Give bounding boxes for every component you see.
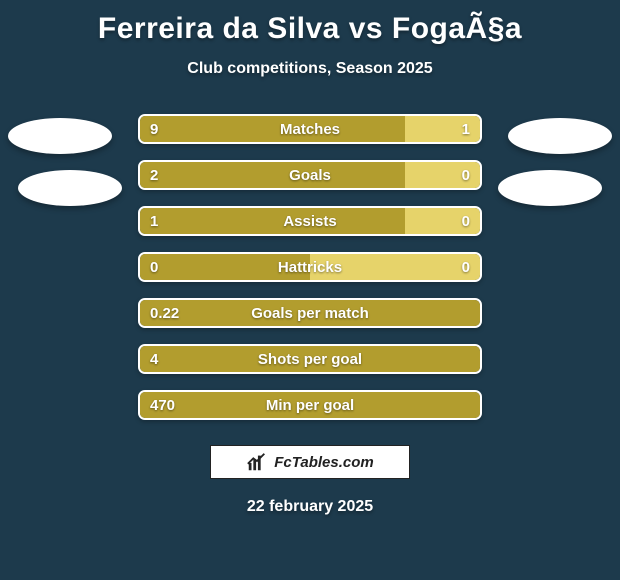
stat-row: Goals2 0 — [0, 160, 620, 190]
stat-left-value: 9 — [150, 116, 158, 142]
stat-bar: Shots per goal4 — [138, 344, 482, 374]
stat-label: Goals per match — [140, 300, 480, 326]
stat-label: Hattricks — [140, 254, 480, 280]
stat-right-value: 0 — [462, 254, 470, 280]
stat-left-value: 0.22 — [150, 300, 179, 326]
stat-right-value: 0 — [462, 162, 470, 188]
title: Ferreira da Silva vs FogaÃ§a — [0, 12, 620, 46]
stat-bar: Goals2 0 — [138, 160, 482, 190]
stat-left-value: 4 — [150, 346, 158, 372]
stat-right-value: 1 — [462, 116, 470, 142]
stat-bar: Hattricks0 0 — [138, 252, 482, 282]
brand-text: FcTables.com — [274, 454, 373, 471]
stat-row: Goals per match0.22 — [0, 298, 620, 328]
stat-row: Matches9 1 — [0, 114, 620, 144]
stat-label: Shots per goal — [140, 346, 480, 372]
stat-label: Min per goal — [140, 392, 480, 418]
brand-footer: FcTables.com — [210, 445, 410, 479]
stat-row: Hattricks0 0 — [0, 252, 620, 282]
date-text: 22 february 2025 — [0, 498, 620, 516]
stat-label: Matches — [140, 116, 480, 142]
stat-rows: Matches91Goals20Assists10Hattricks00Goal… — [0, 114, 620, 420]
stat-label: Goals — [140, 162, 480, 188]
subtitle: Club competitions, Season 2025 — [0, 60, 620, 78]
stat-left-value: 0 — [150, 254, 158, 280]
chart-icon — [246, 451, 268, 473]
stat-bar: Goals per match0.22 — [138, 298, 482, 328]
stat-left-value: 470 — [150, 392, 175, 418]
stat-row: Min per goal470 — [0, 390, 620, 420]
infographic-canvas: Ferreira da Silva vs FogaÃ§a Club compet… — [0, 0, 620, 580]
stat-left-value: 2 — [150, 162, 158, 188]
stat-right-value: 0 — [462, 208, 470, 234]
stat-left-value: 1 — [150, 208, 158, 234]
stat-bar: Matches9 1 — [138, 114, 482, 144]
stat-row: Assists1 0 — [0, 206, 620, 236]
stat-bar: Min per goal470 — [138, 390, 482, 420]
stat-row: Shots per goal4 — [0, 344, 620, 374]
stat-bar: Assists1 0 — [138, 206, 482, 236]
stat-label: Assists — [140, 208, 480, 234]
